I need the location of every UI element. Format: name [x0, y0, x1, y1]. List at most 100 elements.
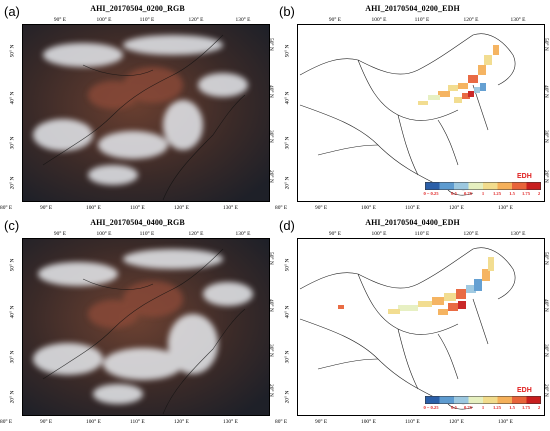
- colorbar-swatch: [425, 396, 440, 404]
- tick-lat: 50° N: [9, 258, 16, 272]
- colorbar-swatch: [454, 396, 469, 404]
- tick-lat: 50° N: [543, 252, 549, 265]
- edh-map: [297, 24, 545, 202]
- colorbar-tick: 0 ~ 0.25: [423, 405, 439, 410]
- tick-lat: 50° N: [284, 258, 291, 272]
- colorbar-swatch: [468, 396, 484, 404]
- colorbar-swatch: [439, 396, 455, 404]
- tick-lon-top: 130° E: [235, 231, 251, 237]
- colorbar-tick: 1.5: [509, 191, 515, 196]
- tick-lon-bottom: 80° E: [275, 419, 288, 425]
- colorbar-swatch: [439, 182, 455, 190]
- colorbar-tick: 0 ~ 0.25: [423, 191, 439, 196]
- tick-lat: 30° N: [543, 130, 549, 143]
- tick-lon-bottom: 90° E: [40, 205, 53, 211]
- tick-lon-bottom: 120° E: [449, 205, 464, 211]
- colorbar-swatch: [425, 182, 440, 190]
- colorbar-border: [425, 396, 541, 404]
- colorbar-tick: 2: [537, 405, 541, 410]
- colorbar-tick: 1.25: [492, 191, 502, 196]
- panel-a-rgb: (a) AHI_20170504_0200_RGB: [0, 0, 275, 215]
- colorbar-tick: 0.75: [463, 405, 473, 410]
- colorbar-swatch: [497, 396, 513, 404]
- colorbar-swatch: [526, 396, 541, 404]
- colorbar-strip: [425, 182, 541, 190]
- colorbar-swatch: [512, 182, 527, 190]
- panel-c-rgb: (c) AHI_20170504_0400_RGB: [0, 214, 275, 429]
- colorbar-tick: 0.75: [463, 191, 473, 196]
- colorbar: 0 ~ 0.25 0.5 0.75 1 1.25 1.5 1.75 2: [423, 182, 541, 196]
- colorbar-title: EDH: [517, 173, 532, 180]
- rgb-satellite-image: [22, 24, 270, 202]
- tick-lon-top: 120° E: [463, 231, 479, 237]
- colorbar-tick: 1.75: [521, 405, 531, 410]
- tick-lat: 50° N: [543, 38, 549, 51]
- colorbar-tick: 1: [481, 191, 485, 196]
- tick-lon-bottom: 90° E: [40, 419, 53, 425]
- tick-lon-bottom: 120° E: [174, 205, 189, 211]
- colorbar-swatch: [483, 182, 498, 190]
- tick-lat: 40° N: [268, 85, 274, 98]
- colorbar-swatch: [468, 182, 484, 190]
- tick-lon-top: 90° E: [328, 17, 342, 23]
- colorbar-tick: 1.75: [521, 191, 531, 196]
- tick-lon-bottom: 80° E: [0, 419, 13, 425]
- tick-lon-bottom: 100° E: [361, 205, 376, 211]
- tick-lon-top: 130° E: [235, 17, 251, 23]
- tick-lon-bottom: 100° E: [361, 419, 376, 425]
- tick-lon-bottom: 130° E: [223, 419, 238, 425]
- tick-lat: 40° N: [9, 305, 16, 319]
- colorbar-tick: 2: [537, 191, 541, 196]
- tick-lat: 30° N: [9, 350, 16, 364]
- colorbar-swatch: [512, 396, 527, 404]
- tick-lon-top: 100° E: [371, 17, 387, 23]
- tick-lat: 50° N: [284, 44, 291, 58]
- tick-lat: 50° N: [9, 44, 16, 58]
- colorbar-swatch: [454, 182, 469, 190]
- tick-lon-top: 120° E: [188, 17, 204, 23]
- tick-lat: 50° N: [268, 38, 274, 51]
- tick-lon-top: 90° E: [53, 231, 67, 237]
- tick-lat: 30° N: [284, 350, 291, 364]
- tick-lon-bottom: 100° E: [86, 205, 101, 211]
- tick-lon-top: 110° E: [139, 17, 155, 23]
- panel-title: AHI_20170504_0400_EDH: [365, 218, 460, 227]
- panel-title: AHI_20170504_0200_EDH: [365, 4, 460, 13]
- tick-lon-bottom: 90° E: [315, 419, 328, 425]
- tick-lat: 20° N: [268, 384, 274, 397]
- tick-lat: 40° N: [284, 91, 291, 105]
- tick-lon-bottom: 90° E: [315, 205, 328, 211]
- tick-lon-bottom: 120° E: [449, 419, 464, 425]
- tick-lon-top: 110° E: [414, 17, 430, 23]
- tick-lon-top: 110° E: [414, 231, 430, 237]
- tick-lat: 20° N: [543, 170, 549, 183]
- colorbar-tick: 1.25: [492, 405, 502, 410]
- tick-lon-bottom: 110° E: [405, 419, 420, 425]
- panel-label: (d): [279, 218, 295, 233]
- tick-lon-top: 130° E: [510, 17, 526, 23]
- tick-lat: 20° N: [9, 390, 16, 404]
- colorbar-tick: 1: [481, 405, 485, 410]
- panel-label: (b): [279, 4, 295, 19]
- tick-lon-top: 120° E: [188, 231, 204, 237]
- tick-lon-bottom: 100° E: [86, 419, 101, 425]
- colorbar-labels: 0 ~ 0.25 0.5 0.75 1 1.25 1.5 1.75 2: [423, 191, 541, 199]
- tick-lat: 30° N: [268, 130, 274, 143]
- tick-lon-bottom: 130° E: [498, 419, 513, 425]
- tick-lon-bottom: 130° E: [223, 205, 238, 211]
- rgb-satellite-image: [22, 238, 270, 416]
- tick-lon-bottom: 130° E: [498, 205, 513, 211]
- tick-lat: 20° N: [268, 170, 274, 183]
- tick-lon-top: 90° E: [328, 231, 342, 237]
- tick-lat: 50° N: [268, 252, 274, 265]
- tick-lon-top: 90° E: [53, 17, 67, 23]
- tick-lat: 40° N: [268, 299, 274, 312]
- panel-label: (c): [4, 218, 20, 233]
- tick-lon-top: 100° E: [96, 17, 112, 23]
- tick-lat: 30° N: [543, 344, 549, 357]
- colorbar-strip: [425, 396, 541, 404]
- colorbar-border: [425, 182, 541, 190]
- tick-lat: 30° N: [284, 136, 291, 150]
- tick-lat: 20° N: [9, 176, 16, 190]
- colorbar-swatch: [497, 182, 513, 190]
